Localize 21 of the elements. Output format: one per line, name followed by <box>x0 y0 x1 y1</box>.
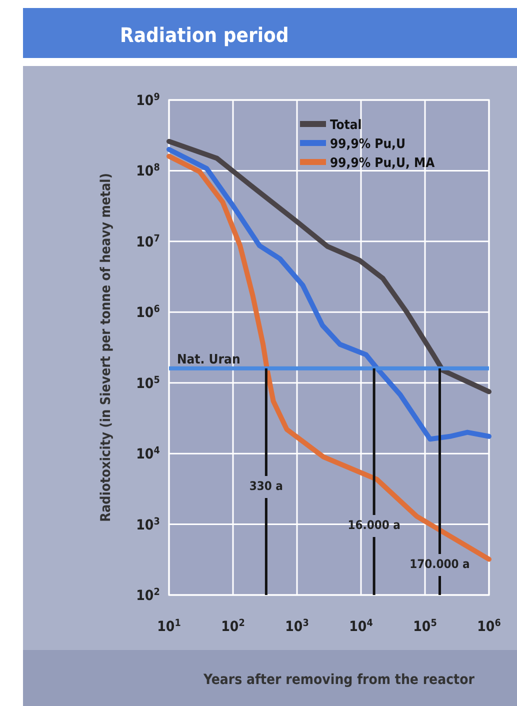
x-tick-label: 10$^{1}$ <box>157 618 181 635</box>
legend-label: 99,9% Pu,U <box>330 137 406 152</box>
y-tick-label: 10$^{2}$ <box>136 586 160 604</box>
ref-line-label: 330 a <box>249 479 283 493</box>
y-tick-label: 10$^{6}$ <box>136 304 160 322</box>
x-tick-label: 10$^{4}$ <box>349 618 373 635</box>
legend-label: 99,9% Pu,U, MA <box>330 156 435 171</box>
x-tick-label: 10$^{3}$ <box>285 618 309 635</box>
x-axis-title: Years after removing from the reactor <box>202 672 476 688</box>
y-tick-label: 10$^{4}$ <box>136 445 160 463</box>
y-tick-label: 10$^{8}$ <box>136 162 160 180</box>
x-tick-label: 10$^{5}$ <box>413 618 437 635</box>
legend-label: Total <box>330 118 362 133</box>
y-tick-label: 10$^{7}$ <box>136 232 160 250</box>
x-tick-label: 10$^{2}$ <box>221 618 245 635</box>
chart-title: Radiation period <box>120 23 289 47</box>
y-axis-title: Radiotoxicity (in Sievert per tonne of heavy metal) <box>98 173 114 522</box>
x-tick-label: 10$^{6}$ <box>477 618 501 635</box>
y-tick-label: 10$^{5}$ <box>136 374 160 392</box>
y-tick-label: 10$^{9}$ <box>136 92 160 109</box>
y-tick-label: 10$^{3}$ <box>136 516 160 534</box>
